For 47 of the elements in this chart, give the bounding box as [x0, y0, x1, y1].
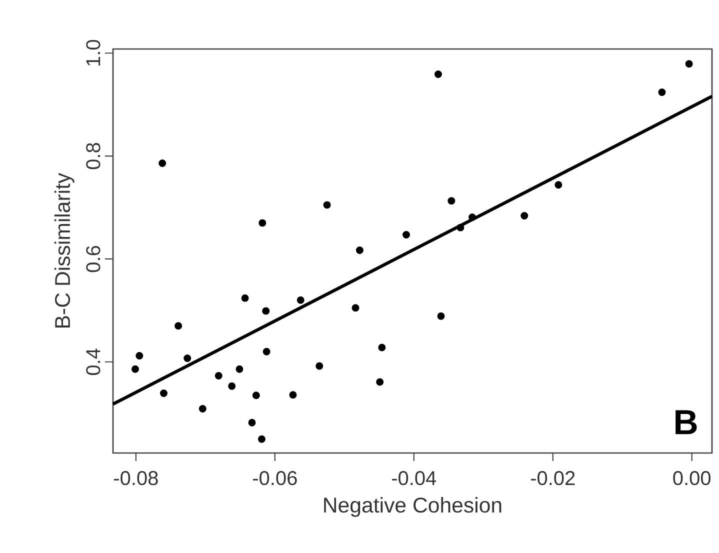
- point: [184, 354, 192, 362]
- point: [262, 307, 270, 315]
- point: [554, 181, 562, 189]
- point: [685, 60, 693, 68]
- point: [356, 246, 364, 254]
- point: [437, 312, 445, 320]
- x-tick-label: -0.06: [253, 471, 297, 486]
- point: [136, 352, 144, 360]
- point: [236, 365, 244, 373]
- point: [248, 418, 256, 426]
- point: [520, 212, 528, 220]
- point: [323, 201, 331, 209]
- x-tick-label: -0.02: [530, 471, 575, 486]
- point: [296, 296, 304, 304]
- point: [376, 378, 384, 386]
- point: [228, 382, 236, 390]
- y-tick-label: 1.0: [86, 40, 100, 66]
- point: [378, 344, 386, 352]
- point: [468, 214, 476, 222]
- point: [456, 224, 464, 232]
- point: [448, 197, 456, 205]
- y-axis-title: B-C Dissimilarity: [54, 172, 74, 328]
- y-tick-label: 0.6: [86, 246, 100, 272]
- point: [214, 372, 222, 380]
- point: [262, 348, 270, 356]
- point: [132, 365, 139, 373]
- point: [258, 219, 266, 227]
- point: [241, 294, 249, 302]
- point: [252, 392, 260, 400]
- point: [402, 231, 410, 239]
- point: [352, 304, 360, 312]
- annotation: B: [676, 410, 697, 434]
- x-tick-label: -0.04: [392, 471, 436, 486]
- point: [289, 391, 297, 399]
- x-tick-label: -0.08: [114, 471, 158, 486]
- x-axis-title: Negative Cohesion: [324, 497, 502, 517]
- x-tick-label: 0.00: [673, 471, 711, 486]
- y-tick-label: 0.4: [86, 348, 100, 376]
- point: [198, 404, 206, 412]
- point: [158, 160, 166, 167]
- point: [658, 88, 666, 96]
- point: [258, 435, 266, 443]
- y-tick-label: 0.8: [86, 143, 100, 170]
- point: [174, 322, 182, 330]
- point: [160, 390, 168, 398]
- point: [316, 362, 324, 370]
- point: [434, 70, 442, 78]
